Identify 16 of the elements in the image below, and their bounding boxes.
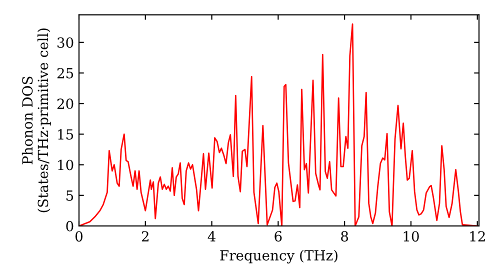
x-axis-title: Frequency (THz) <box>220 250 338 264</box>
x-tick-label: 0 <box>75 231 82 242</box>
x-tick-label: 2 <box>142 231 148 242</box>
y-tick-label: 10 <box>58 160 74 170</box>
y-tick-label: 5 <box>66 190 74 201</box>
x-tick-label: 6 <box>274 231 282 242</box>
y-tick-label: 25 <box>57 68 74 78</box>
x-tick-label: 12 <box>470 231 485 242</box>
x-tick-label: 8 <box>341 231 348 242</box>
y-tick-label: 20 <box>57 98 74 110</box>
y-tick-label: 30 <box>58 37 74 48</box>
y-tick-label: 15 <box>58 129 74 140</box>
x-tick-label: 4 <box>208 231 216 242</box>
x-tick-label: 10 <box>404 231 419 242</box>
y-axis-title: Phonon DOS (States/THz·primitive cell) <box>22 28 51 212</box>
y-tick-label: 0 <box>66 220 74 232</box>
